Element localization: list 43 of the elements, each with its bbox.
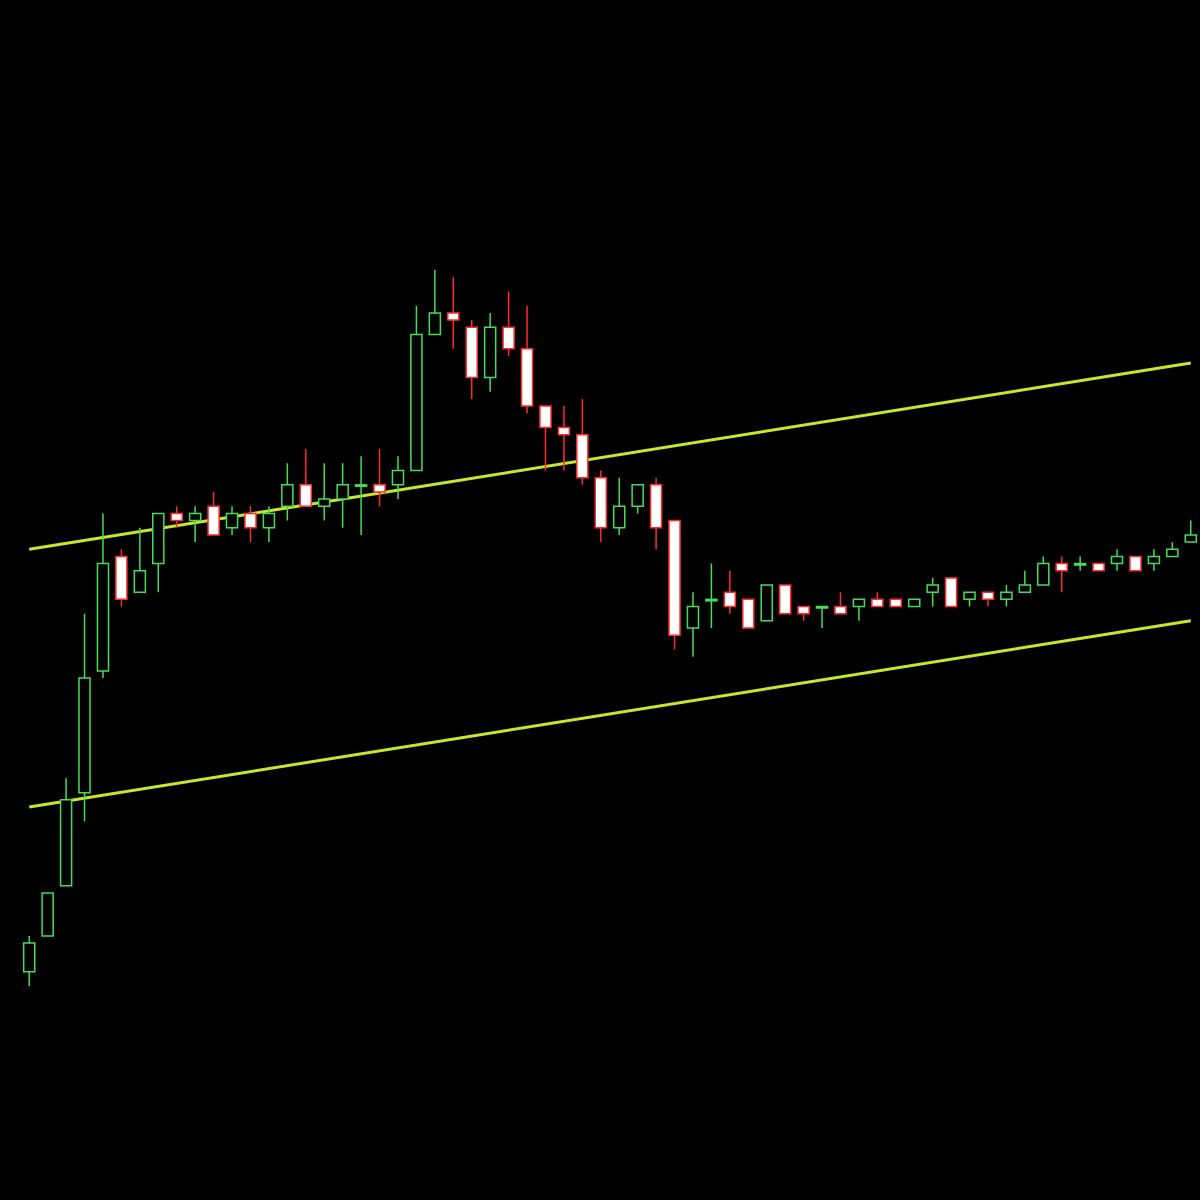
candlestick — [465, 319, 478, 400]
candlestick — [225, 505, 239, 536]
candlestick — [373, 448, 386, 508]
candlestick — [502, 290, 515, 357]
candlestick — [299, 448, 313, 508]
candlestick — [483, 312, 497, 393]
candlestick — [391, 455, 405, 500]
candlestick — [815, 605, 829, 629]
candlestick — [705, 562, 718, 629]
candlestick — [354, 455, 368, 536]
candlestick — [686, 591, 700, 658]
candlestick — [244, 505, 257, 543]
candlestick — [262, 505, 276, 543]
candlestick — [594, 469, 608, 543]
candlestick — [152, 512, 165, 593]
candlestick — [336, 462, 349, 529]
candlestick — [852, 598, 866, 622]
candlestick — [1055, 555, 1068, 593]
candlestick — [428, 269, 442, 336]
candlestick — [1184, 519, 1198, 543]
candlestick — [188, 505, 202, 543]
candlestick — [133, 527, 147, 593]
candlestick — [723, 569, 737, 615]
candlestick — [447, 276, 460, 350]
candlestick — [281, 462, 294, 522]
candlestick — [317, 462, 331, 522]
candlestick — [1018, 569, 1032, 593]
candlestick — [520, 305, 534, 414]
candlestick — [926, 577, 939, 608]
candlestick — [22, 935, 36, 987]
candlestick — [981, 591, 995, 608]
candlestick — [1110, 548, 1124, 572]
candlestick — [557, 405, 571, 472]
candlestick — [59, 777, 73, 887]
candlestick — [539, 405, 552, 472]
candlestick — [1073, 555, 1087, 572]
candlestick — [78, 612, 91, 823]
candlestick — [649, 476, 663, 550]
candlestick — [410, 305, 423, 472]
candlestick — [96, 512, 110, 679]
candlestick — [576, 398, 589, 486]
candlestick — [612, 476, 626, 536]
candlestick — [1147, 548, 1161, 572]
